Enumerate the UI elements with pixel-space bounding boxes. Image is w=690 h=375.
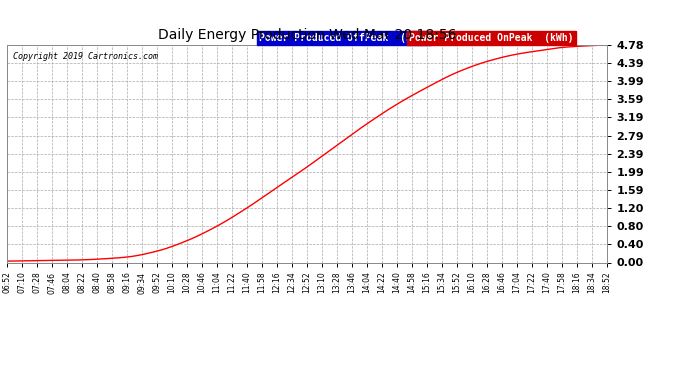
Text: Power Produced OnPeak  (kWh): Power Produced OnPeak (kWh): [409, 33, 573, 43]
Title: Daily Energy Production Wed Mar 20 18:56: Daily Energy Production Wed Mar 20 18:56: [158, 28, 456, 42]
Text: Power Produced OffPeak  (kWh): Power Produced OffPeak (kWh): [259, 33, 429, 43]
Text: Copyright 2019 Cartronics.com: Copyright 2019 Cartronics.com: [13, 51, 158, 60]
